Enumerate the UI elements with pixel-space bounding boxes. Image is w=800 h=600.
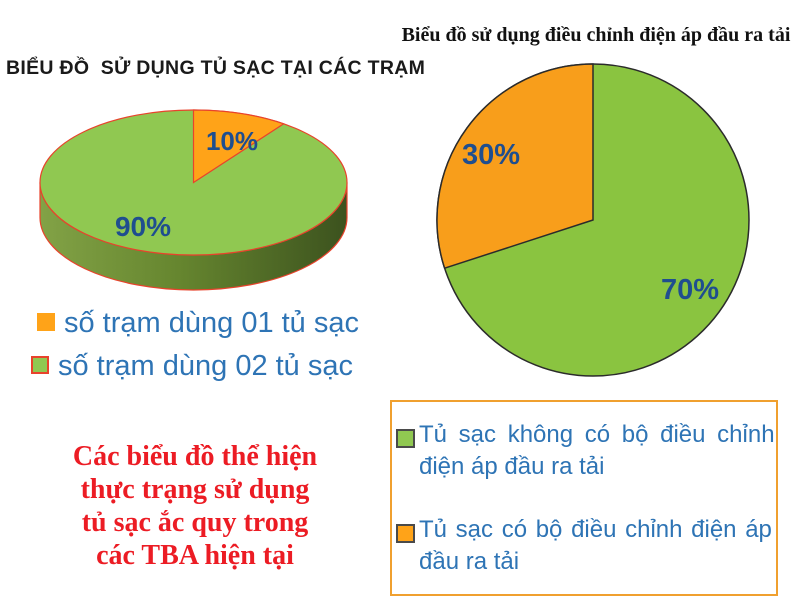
right-pie-label-70: 70% <box>660 274 720 306</box>
left-pie-label-10: 10% <box>205 126 259 156</box>
legend-label-line: đầu ra tải <box>419 548 520 575</box>
left-pie-label-90: 90% <box>114 211 172 242</box>
left-pie-slice-10 <box>192 109 286 184</box>
right-legend-box <box>390 400 778 596</box>
legend-label-line: Tủ sạc có bộ điều chỉnh điện áp <box>419 516 772 543</box>
left-pie-title: BIỂU ĐỒ SỬ DỤNG TỦ SẠC TẠI CÁC TRẠM <box>6 57 426 79</box>
left-legend-label-02: số trạm dùng 02 tủ sạc <box>58 350 353 382</box>
legend-swatch-orange <box>37 313 55 331</box>
caption-text: Các biểu đồ thể hiện thực trạng sử dụng … <box>22 440 368 572</box>
right-pie-chart <box>436 63 750 377</box>
legend-swatch-green <box>396 429 415 448</box>
right-legend-label-no-regulator: Tủ sạc không có bộ điều chỉnh điện áp đầ… <box>419 419 797 483</box>
right-pie-label-30: 30% <box>461 139 521 171</box>
caption-line: thực trạng sử dụng <box>80 474 310 505</box>
caption-line: tủ sạc ắc quy trong <box>81 507 309 538</box>
legend-swatch-green <box>31 356 49 374</box>
caption-line: các TBA hiện tại <box>96 540 294 571</box>
legend-label-line: Tủ sạc không có bộ điều chỉnh <box>419 421 775 448</box>
right-pie-slice-30 <box>436 63 594 270</box>
left-legend-label-01: số trạm dùng 01 tủ sạc <box>64 307 359 339</box>
left-pie-chart <box>39 109 348 291</box>
right-legend-label-with-regulator: Tủ sạc có bộ điều chỉnh điện áp đầu ra t… <box>419 514 797 578</box>
legend-swatch-orange <box>396 524 415 543</box>
legend-label-line: điện áp đầu ra tải <box>419 453 605 480</box>
right-pie-title: Biểu đồ sử dụng điều chỉnh điện áp đầu r… <box>401 24 791 46</box>
caption-line: Các biểu đồ thể hiện <box>72 441 318 472</box>
